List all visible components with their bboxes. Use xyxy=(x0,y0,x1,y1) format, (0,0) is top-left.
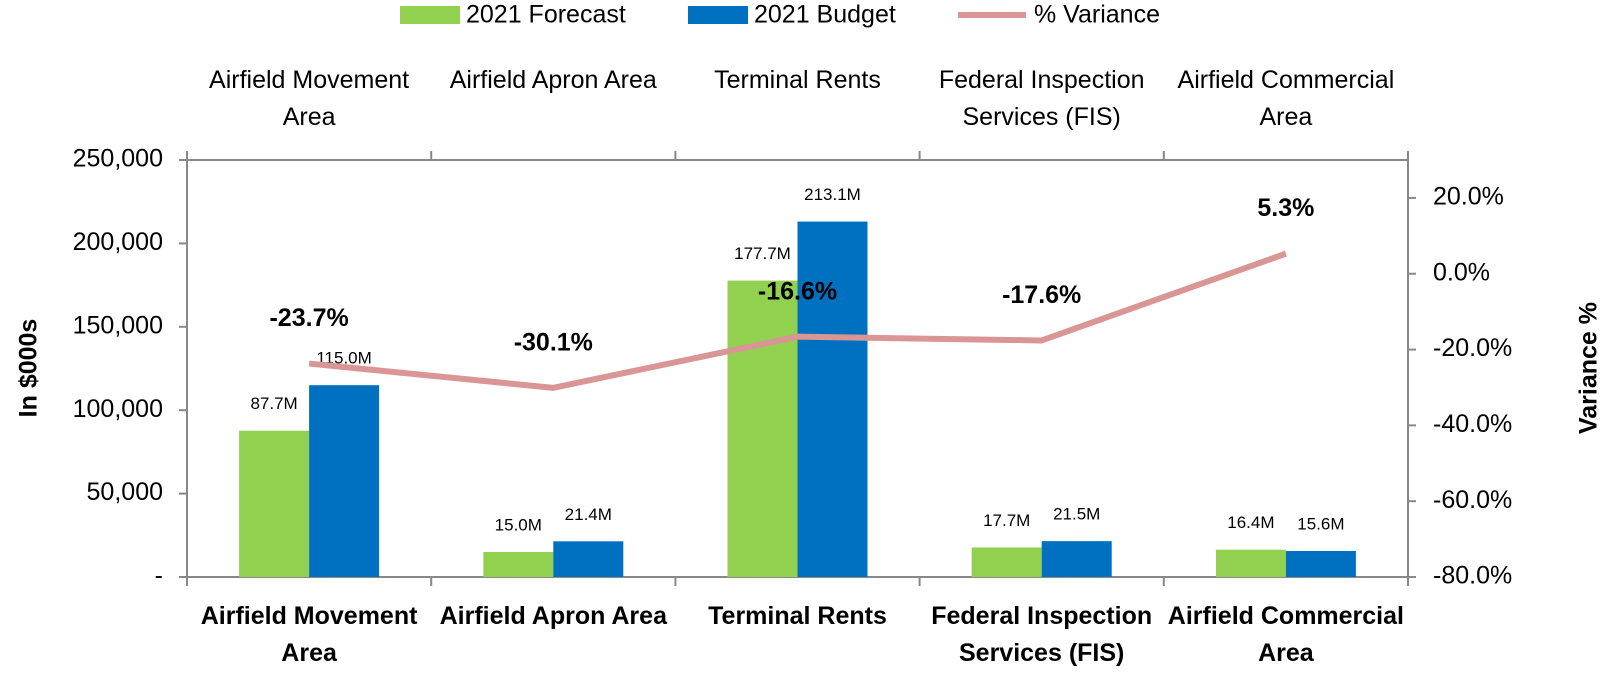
line-value-label: -30.1% xyxy=(514,328,593,356)
line-value-label: -23.7% xyxy=(269,304,348,332)
legend-label: % Variance xyxy=(1034,1,1160,29)
y-tick-label: 200,000 xyxy=(73,228,163,256)
bar xyxy=(309,385,380,577)
line-value-label: -17.6% xyxy=(1002,281,1081,309)
bar-value-label: 213.1M xyxy=(804,185,861,204)
bar-value-label: 21.4M xyxy=(565,505,612,524)
variance-line xyxy=(308,250,1287,391)
y-tick-label: 50,000 xyxy=(87,478,163,506)
y2-tick-label: 0.0% xyxy=(1433,258,1490,286)
y-tick-label: 250,000 xyxy=(73,145,163,173)
bar-value-label: 87.7M xyxy=(250,394,297,413)
y2-tick-label: -80.0% xyxy=(1433,562,1512,590)
x-tick-label: Federal Inspection Services (FIS) xyxy=(931,602,1153,667)
bar-value-label: 21.5M xyxy=(1053,505,1100,524)
legend-label: 2021 Budget xyxy=(754,1,896,29)
bar xyxy=(239,430,310,577)
bar xyxy=(971,547,1042,577)
y2-axis-label: Variance % xyxy=(1575,302,1603,434)
x-tick-label: Airfield Movement Area xyxy=(200,602,418,667)
bar xyxy=(483,551,554,577)
y-tick-label: 150,000 xyxy=(73,311,163,339)
legend-swatch xyxy=(688,6,748,24)
y2-tick-label: -60.0% xyxy=(1433,486,1512,514)
bar-value-label: 177.7M xyxy=(734,244,791,263)
bar xyxy=(1285,550,1356,577)
line-value-label: 5.3% xyxy=(1257,194,1314,222)
x2-tick-label: Terminal Rents xyxy=(714,66,881,94)
x-tick-label: Terminal Rents xyxy=(708,602,887,630)
bar-value-label: 17.7M xyxy=(983,511,1030,530)
y-tick-label: - xyxy=(155,562,163,590)
x-tick-label: Airfield Commercial Area xyxy=(1167,602,1404,667)
x2-tick-label: Airfield Apron Area xyxy=(449,66,657,94)
bar xyxy=(1041,541,1112,577)
bar-value-label: 15.6M xyxy=(1297,514,1344,533)
x-tick-label: Airfield Apron Area xyxy=(439,602,667,630)
bar xyxy=(797,221,868,577)
y2-tick-label: 20.0% xyxy=(1433,183,1504,211)
legend-label: 2021 Forecast xyxy=(466,1,626,29)
y2-tick-label: -40.0% xyxy=(1433,410,1512,438)
bar xyxy=(553,541,624,577)
y-axis-label: In $000s xyxy=(15,319,43,418)
x2-tick-label: Federal Inspection Services (FIS) xyxy=(938,66,1145,131)
bar xyxy=(727,280,798,577)
y2-tick-label: -20.0% xyxy=(1433,334,1512,362)
bar-value-label: 15.0M xyxy=(495,515,542,534)
bar-value-label: 16.4M xyxy=(1227,513,1274,532)
x2-tick-label: Airfield Movement Area xyxy=(209,66,410,131)
bar xyxy=(1215,549,1286,577)
legend-swatch xyxy=(400,6,460,24)
x2-tick-label: Airfield Commercial Area xyxy=(1177,66,1395,131)
line-value-label: -16.6% xyxy=(758,277,837,305)
y-tick-label: 100,000 xyxy=(73,395,163,423)
